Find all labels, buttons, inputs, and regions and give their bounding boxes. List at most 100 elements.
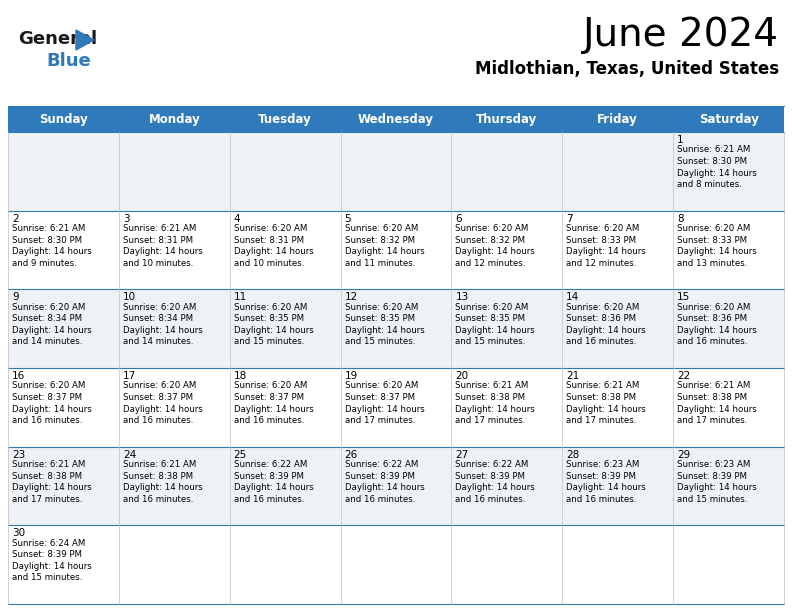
Text: 8: 8 — [677, 214, 683, 223]
Text: Daylight: 14 hours: Daylight: 14 hours — [455, 247, 535, 256]
Text: 13: 13 — [455, 293, 469, 302]
Text: Daylight: 14 hours: Daylight: 14 hours — [345, 405, 425, 414]
Text: Daylight: 14 hours: Daylight: 14 hours — [12, 405, 92, 414]
Bar — [119, 211, 230, 289]
Text: 23: 23 — [12, 450, 25, 460]
Text: Thursday: Thursday — [476, 113, 538, 125]
Text: Sunset: 8:38 PM: Sunset: 8:38 PM — [455, 393, 526, 402]
Bar — [451, 447, 562, 525]
Text: Sunrise: 6:20 AM: Sunrise: 6:20 AM — [566, 303, 640, 312]
Text: 12: 12 — [345, 293, 358, 302]
Text: Daylight: 14 hours: Daylight: 14 hours — [234, 405, 314, 414]
Bar — [673, 525, 784, 604]
Text: Sunrise: 6:22 AM: Sunrise: 6:22 AM — [455, 460, 529, 469]
Bar — [230, 447, 341, 525]
Text: 10: 10 — [123, 293, 136, 302]
Text: and 17 minutes.: and 17 minutes. — [345, 416, 415, 425]
Text: Sunset: 8:39 PM: Sunset: 8:39 PM — [677, 472, 747, 480]
Text: 17: 17 — [123, 371, 136, 381]
Text: and 11 minutes.: and 11 minutes. — [345, 259, 415, 267]
Text: Sunset: 8:35 PM: Sunset: 8:35 PM — [345, 315, 415, 323]
Bar — [451, 368, 562, 447]
Text: Daylight: 14 hours: Daylight: 14 hours — [345, 483, 425, 492]
Text: and 16 minutes.: and 16 minutes. — [123, 494, 193, 504]
Text: and 8 minutes.: and 8 minutes. — [677, 180, 742, 189]
Text: Midlothian, Texas, United States: Midlothian, Texas, United States — [475, 60, 779, 78]
Text: 6: 6 — [455, 214, 462, 223]
Text: and 16 minutes.: and 16 minutes. — [455, 494, 526, 504]
Text: Sunset: 8:39 PM: Sunset: 8:39 PM — [455, 472, 525, 480]
Text: Sunrise: 6:20 AM: Sunrise: 6:20 AM — [455, 224, 529, 233]
Text: Sunrise: 6:21 AM: Sunrise: 6:21 AM — [12, 224, 86, 233]
Bar — [230, 368, 341, 447]
Text: Sunset: 8:37 PM: Sunset: 8:37 PM — [123, 393, 193, 402]
Text: Sunrise: 6:20 AM: Sunrise: 6:20 AM — [123, 381, 196, 390]
Text: Daylight: 14 hours: Daylight: 14 hours — [677, 168, 757, 177]
Bar — [451, 525, 562, 604]
Text: Sunset: 8:36 PM: Sunset: 8:36 PM — [566, 315, 637, 323]
Bar — [451, 106, 562, 132]
Text: Daylight: 14 hours: Daylight: 14 hours — [345, 247, 425, 256]
Text: and 16 minutes.: and 16 minutes. — [566, 337, 637, 346]
Text: 29: 29 — [677, 450, 691, 460]
Text: and 13 minutes.: and 13 minutes. — [677, 259, 748, 267]
Bar — [451, 289, 562, 368]
Bar — [230, 289, 341, 368]
Text: 28: 28 — [566, 450, 580, 460]
Text: Sunrise: 6:20 AM: Sunrise: 6:20 AM — [345, 381, 418, 390]
Text: Sunset: 8:39 PM: Sunset: 8:39 PM — [345, 472, 414, 480]
Text: Sunrise: 6:23 AM: Sunrise: 6:23 AM — [677, 460, 751, 469]
Text: Sunset: 8:38 PM: Sunset: 8:38 PM — [123, 472, 193, 480]
Text: Daylight: 14 hours: Daylight: 14 hours — [12, 247, 92, 256]
Text: Sunrise: 6:20 AM: Sunrise: 6:20 AM — [234, 224, 307, 233]
Text: Sunrise: 6:20 AM: Sunrise: 6:20 AM — [566, 224, 640, 233]
Text: Sunset: 8:35 PM: Sunset: 8:35 PM — [455, 315, 526, 323]
Text: Sunrise: 6:20 AM: Sunrise: 6:20 AM — [234, 381, 307, 390]
Text: Sunset: 8:30 PM: Sunset: 8:30 PM — [12, 236, 82, 245]
Text: and 15 minutes.: and 15 minutes. — [455, 337, 526, 346]
Text: Daylight: 14 hours: Daylight: 14 hours — [677, 326, 757, 335]
Text: 18: 18 — [234, 371, 247, 381]
Bar — [562, 368, 673, 447]
Bar — [341, 447, 451, 525]
Text: and 16 minutes.: and 16 minutes. — [566, 494, 637, 504]
Text: 2: 2 — [12, 214, 19, 223]
Bar — [562, 132, 673, 211]
Text: Daylight: 14 hours: Daylight: 14 hours — [123, 326, 203, 335]
Text: Sunset: 8:34 PM: Sunset: 8:34 PM — [123, 315, 193, 323]
Text: June 2024: June 2024 — [583, 16, 779, 54]
Bar — [673, 447, 784, 525]
Text: Sunrise: 6:20 AM: Sunrise: 6:20 AM — [677, 303, 751, 312]
Bar — [119, 132, 230, 211]
Text: Sunrise: 6:20 AM: Sunrise: 6:20 AM — [12, 303, 86, 312]
Text: and 10 minutes.: and 10 minutes. — [123, 259, 193, 267]
Text: Sunset: 8:38 PM: Sunset: 8:38 PM — [566, 393, 637, 402]
Text: 22: 22 — [677, 371, 691, 381]
Text: Sunset: 8:36 PM: Sunset: 8:36 PM — [677, 315, 748, 323]
Bar — [119, 289, 230, 368]
Text: and 14 minutes.: and 14 minutes. — [123, 337, 193, 346]
Text: and 15 minutes.: and 15 minutes. — [677, 494, 748, 504]
Text: Sunrise: 6:20 AM: Sunrise: 6:20 AM — [677, 224, 751, 233]
Text: Sunrise: 6:24 AM: Sunrise: 6:24 AM — [12, 539, 86, 548]
Text: Sunset: 8:31 PM: Sunset: 8:31 PM — [234, 236, 304, 245]
Text: Daylight: 14 hours: Daylight: 14 hours — [566, 247, 646, 256]
Bar — [451, 211, 562, 289]
Text: 4: 4 — [234, 214, 240, 223]
Text: Daylight: 14 hours: Daylight: 14 hours — [12, 483, 92, 492]
Bar — [673, 368, 784, 447]
Text: and 12 minutes.: and 12 minutes. — [455, 259, 526, 267]
Text: Tuesday: Tuesday — [258, 113, 312, 125]
Text: and 10 minutes.: and 10 minutes. — [234, 259, 304, 267]
Text: Sunrise: 6:22 AM: Sunrise: 6:22 AM — [234, 460, 307, 469]
Text: Sunrise: 6:21 AM: Sunrise: 6:21 AM — [677, 146, 751, 154]
Bar — [341, 132, 451, 211]
Text: Sunday: Sunday — [39, 113, 88, 125]
Bar — [562, 525, 673, 604]
Text: Sunrise: 6:21 AM: Sunrise: 6:21 AM — [566, 381, 640, 390]
Bar — [8, 132, 119, 211]
Text: and 16 minutes.: and 16 minutes. — [234, 494, 304, 504]
Text: Sunset: 8:39 PM: Sunset: 8:39 PM — [566, 472, 636, 480]
Text: Sunset: 8:30 PM: Sunset: 8:30 PM — [677, 157, 748, 166]
Text: Sunrise: 6:20 AM: Sunrise: 6:20 AM — [345, 224, 418, 233]
